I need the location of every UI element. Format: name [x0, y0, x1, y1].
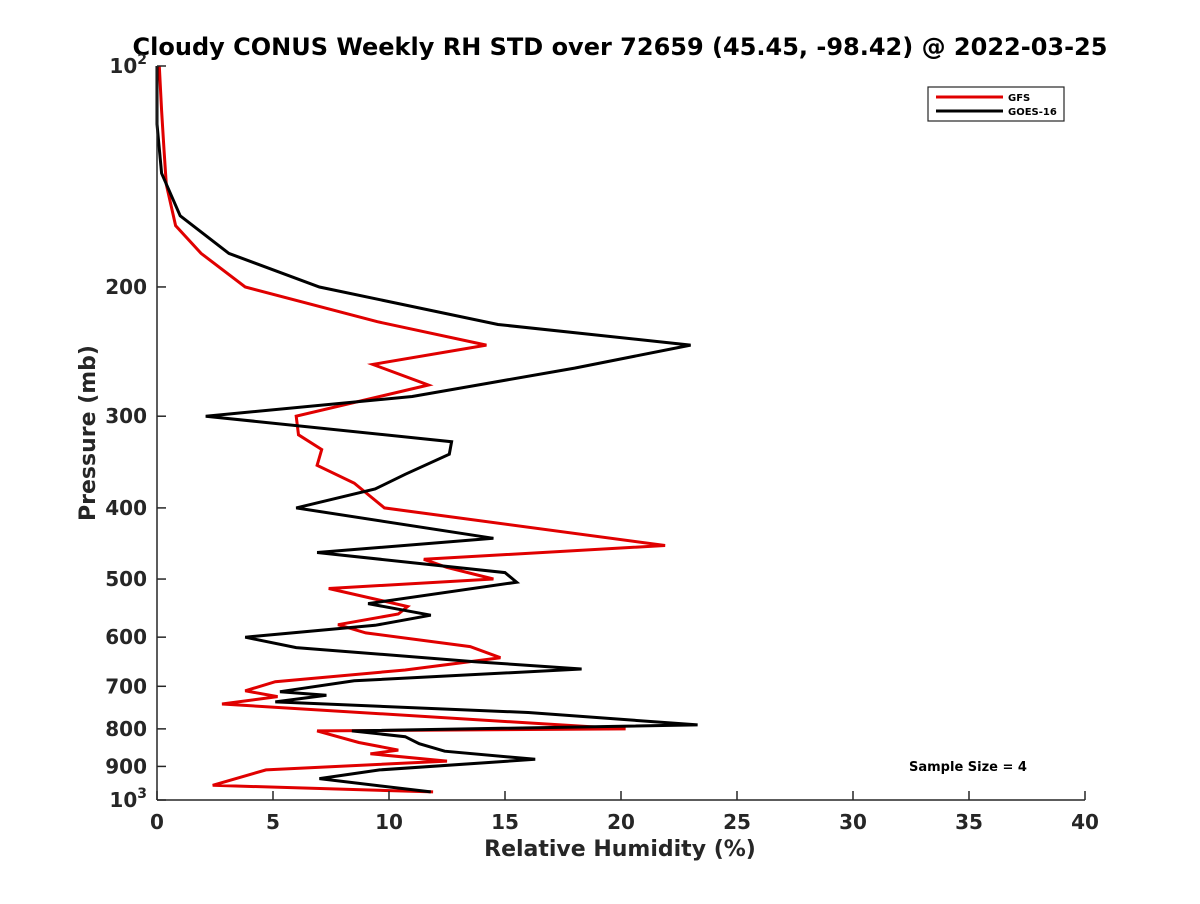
y-tick-label: 900: [105, 754, 147, 778]
legend: GFS GOES-16: [927, 86, 1065, 122]
y-tick-label: 700: [105, 674, 147, 698]
x-tick-label: 0: [150, 810, 164, 834]
x-tick-label: 15: [491, 810, 519, 834]
y-tick-label: 300: [105, 404, 147, 428]
x-axis-label: Relative Humidity (%): [484, 837, 756, 862]
x-tick-label: 25: [723, 810, 751, 834]
y-tick-label: 102: [109, 52, 147, 78]
y-tick-label: 500: [105, 567, 147, 591]
series-layer: [155, 65, 698, 794]
y-tick-label: 600: [105, 625, 147, 649]
y-tick-label: 103: [109, 786, 147, 812]
x-tick-label: 40: [1071, 810, 1099, 834]
legend-label: GOES-16: [1008, 107, 1057, 118]
chart-title: Cloudy CONUS Weekly RH STD over 72659 (4…: [133, 33, 1108, 61]
y-tick-label: 400: [105, 496, 147, 520]
x-tick-label: 5: [266, 810, 280, 834]
sample-size-annotation: Sample Size = 4: [909, 760, 1027, 775]
legend-label: GFS: [1008, 93, 1030, 104]
series-line-goes-16: [155, 66, 698, 794]
axes: 0 5 10 15 20 25 30 35 40 102 200 300 400 500 600 700 800…: [105, 52, 1099, 834]
x-tick-label: 10: [375, 810, 403, 834]
series-line-gfs: [157, 65, 666, 794]
legend-box: [927, 86, 1065, 122]
x-tick-label: 30: [839, 810, 867, 834]
y-tick-label: 200: [105, 275, 147, 299]
x-tick-label: 20: [607, 810, 635, 834]
y-axis-label: Pressure (mb): [76, 345, 101, 521]
y-tick-label: 800: [105, 717, 147, 741]
x-tick-label: 35: [955, 810, 983, 834]
